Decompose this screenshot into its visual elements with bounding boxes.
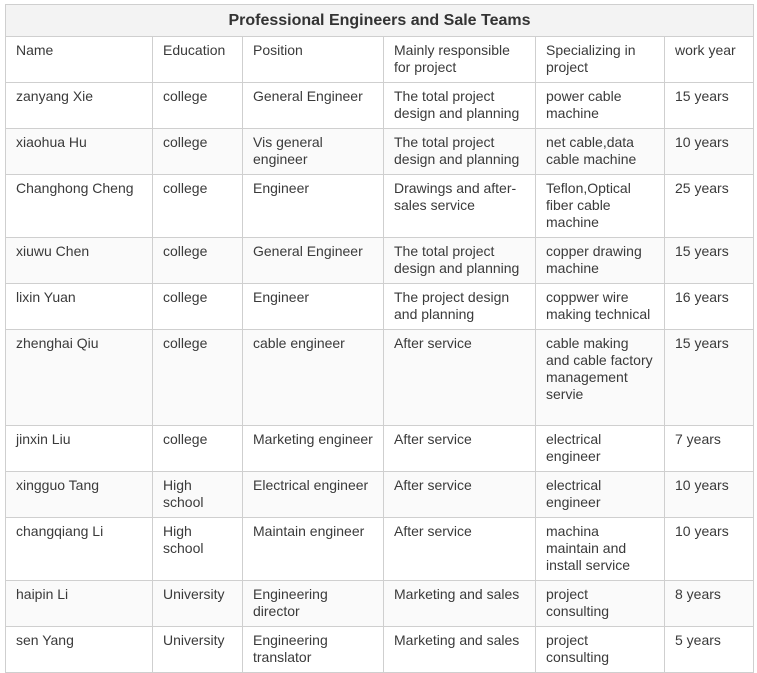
table-row: zanyang Xie college General Engineer The… bbox=[5, 82, 754, 129]
cell-responsibility: After service bbox=[383, 329, 536, 426]
cell-work-year: 10 years bbox=[664, 471, 754, 518]
cell-responsibility: The project design and planning bbox=[383, 283, 536, 330]
cell-name: Changhong Cheng bbox=[5, 174, 153, 238]
cell-responsibility: Marketing and sales bbox=[383, 580, 536, 627]
cell-work-year: 10 years bbox=[664, 517, 754, 581]
header-name: Name bbox=[5, 36, 153, 83]
cell-work-year: 10 years bbox=[664, 128, 754, 175]
cell-name: sen Yang bbox=[5, 626, 153, 673]
cell-position: General Engineer bbox=[242, 237, 384, 284]
cell-education: University bbox=[152, 580, 243, 627]
header-education: Education bbox=[152, 36, 243, 83]
cell-work-year: 15 years bbox=[664, 237, 754, 284]
cell-specialization: net cable,data cable machine bbox=[535, 128, 665, 175]
table-row: xiuwu Chen college General Engineer The … bbox=[5, 237, 754, 284]
table-row: changqiang Li High school Maintain engin… bbox=[5, 517, 754, 581]
table-row: zhenghai Qiu college cable engineer Afte… bbox=[5, 329, 754, 426]
cell-responsibility: Drawings and after-sales service bbox=[383, 174, 536, 238]
team-table-container: Professional Engineers and Sale Teams Na… bbox=[5, 4, 754, 673]
cell-name: zanyang Xie bbox=[5, 82, 153, 129]
cell-specialization: electrical engineer bbox=[535, 425, 665, 472]
cell-specialization: coppwer wire making technical bbox=[535, 283, 665, 330]
header-position: Position bbox=[242, 36, 384, 83]
cell-name: xingguo Tang bbox=[5, 471, 153, 518]
cell-responsibility: The total project design and planning bbox=[383, 237, 536, 284]
cell-name: xiuwu Chen bbox=[5, 237, 153, 284]
header-work-year: work year bbox=[664, 36, 754, 83]
table-row: Changhong Cheng college Engineer Drawing… bbox=[5, 174, 754, 238]
cell-position: Vis general engineer bbox=[242, 128, 384, 175]
header-row: Name Education Position Mainly responsib… bbox=[5, 36, 754, 83]
cell-specialization: copper drawing machine bbox=[535, 237, 665, 284]
cell-name: zhenghai Qiu bbox=[5, 329, 153, 426]
cell-responsibility: The total project design and planning bbox=[383, 128, 536, 175]
cell-work-year: 5 years bbox=[664, 626, 754, 673]
cell-position: Maintain engineer bbox=[242, 517, 384, 581]
cell-position: Engineering translator bbox=[242, 626, 384, 673]
cell-education: college bbox=[152, 329, 243, 426]
cell-position: cable engineer bbox=[242, 329, 384, 426]
cell-education: college bbox=[152, 128, 243, 175]
table-row: jinxin Liu college Marketing engineer Af… bbox=[5, 425, 754, 472]
table-row: xiaohua Hu college Vis general engineer … bbox=[5, 128, 754, 175]
table-row: sen Yang University Engineering translat… bbox=[5, 626, 754, 673]
cell-work-year: 8 years bbox=[664, 580, 754, 627]
cell-position: Electrical engineer bbox=[242, 471, 384, 518]
header-specialization: Specializing in project bbox=[535, 36, 665, 83]
cell-name: haipin Li bbox=[5, 580, 153, 627]
cell-work-year: 25 years bbox=[664, 174, 754, 238]
cell-name: changqiang Li bbox=[5, 517, 153, 581]
cell-work-year: 15 years bbox=[664, 82, 754, 129]
cell-specialization: Teflon,Optical fiber cable machine bbox=[535, 174, 665, 238]
cell-responsibility: After service bbox=[383, 471, 536, 518]
header-responsibility: Mainly responsible for project bbox=[383, 36, 536, 83]
cell-specialization: project consulting bbox=[535, 580, 665, 627]
cell-education: High school bbox=[152, 471, 243, 518]
cell-position: Marketing engineer bbox=[242, 425, 384, 472]
cell-education: college bbox=[152, 82, 243, 129]
cell-specialization: cable making and cable factory managemen… bbox=[535, 329, 665, 426]
cell-responsibility: After service bbox=[383, 517, 536, 581]
team-table: Professional Engineers and Sale Teams Na… bbox=[5, 4, 754, 673]
cell-education: college bbox=[152, 237, 243, 284]
cell-specialization: electrical engineer bbox=[535, 471, 665, 518]
cell-education: college bbox=[152, 174, 243, 238]
cell-specialization: power cable machine bbox=[535, 82, 665, 129]
table-row: lixin Yuan college Engineer The project … bbox=[5, 283, 754, 330]
cell-work-year: 7 years bbox=[664, 425, 754, 472]
cell-position: Engineering director bbox=[242, 580, 384, 627]
cell-education: High school bbox=[152, 517, 243, 581]
cell-responsibility: Marketing and sales bbox=[383, 626, 536, 673]
cell-position: Engineer bbox=[242, 283, 384, 330]
cell-name: lixin Yuan bbox=[5, 283, 153, 330]
cell-specialization: machina maintain and install service bbox=[535, 517, 665, 581]
cell-name: jinxin Liu bbox=[5, 425, 153, 472]
cell-name: xiaohua Hu bbox=[5, 128, 153, 175]
cell-position: Engineer bbox=[242, 174, 384, 238]
cell-responsibility: The total project design and planning bbox=[383, 82, 536, 129]
cell-position: General Engineer bbox=[242, 82, 384, 129]
cell-education: college bbox=[152, 283, 243, 330]
cell-work-year: 16 years bbox=[664, 283, 754, 330]
cell-education: University bbox=[152, 626, 243, 673]
cell-specialization: project consulting bbox=[535, 626, 665, 673]
table-row: xingguo Tang High school Electrical engi… bbox=[5, 471, 754, 518]
cell-education: college bbox=[152, 425, 243, 472]
table-row: haipin Li University Engineering directo… bbox=[5, 580, 754, 627]
cell-responsibility: After service bbox=[383, 425, 536, 472]
table-title: Professional Engineers and Sale Teams bbox=[5, 4, 754, 36]
cell-work-year: 15 years bbox=[664, 329, 754, 426]
